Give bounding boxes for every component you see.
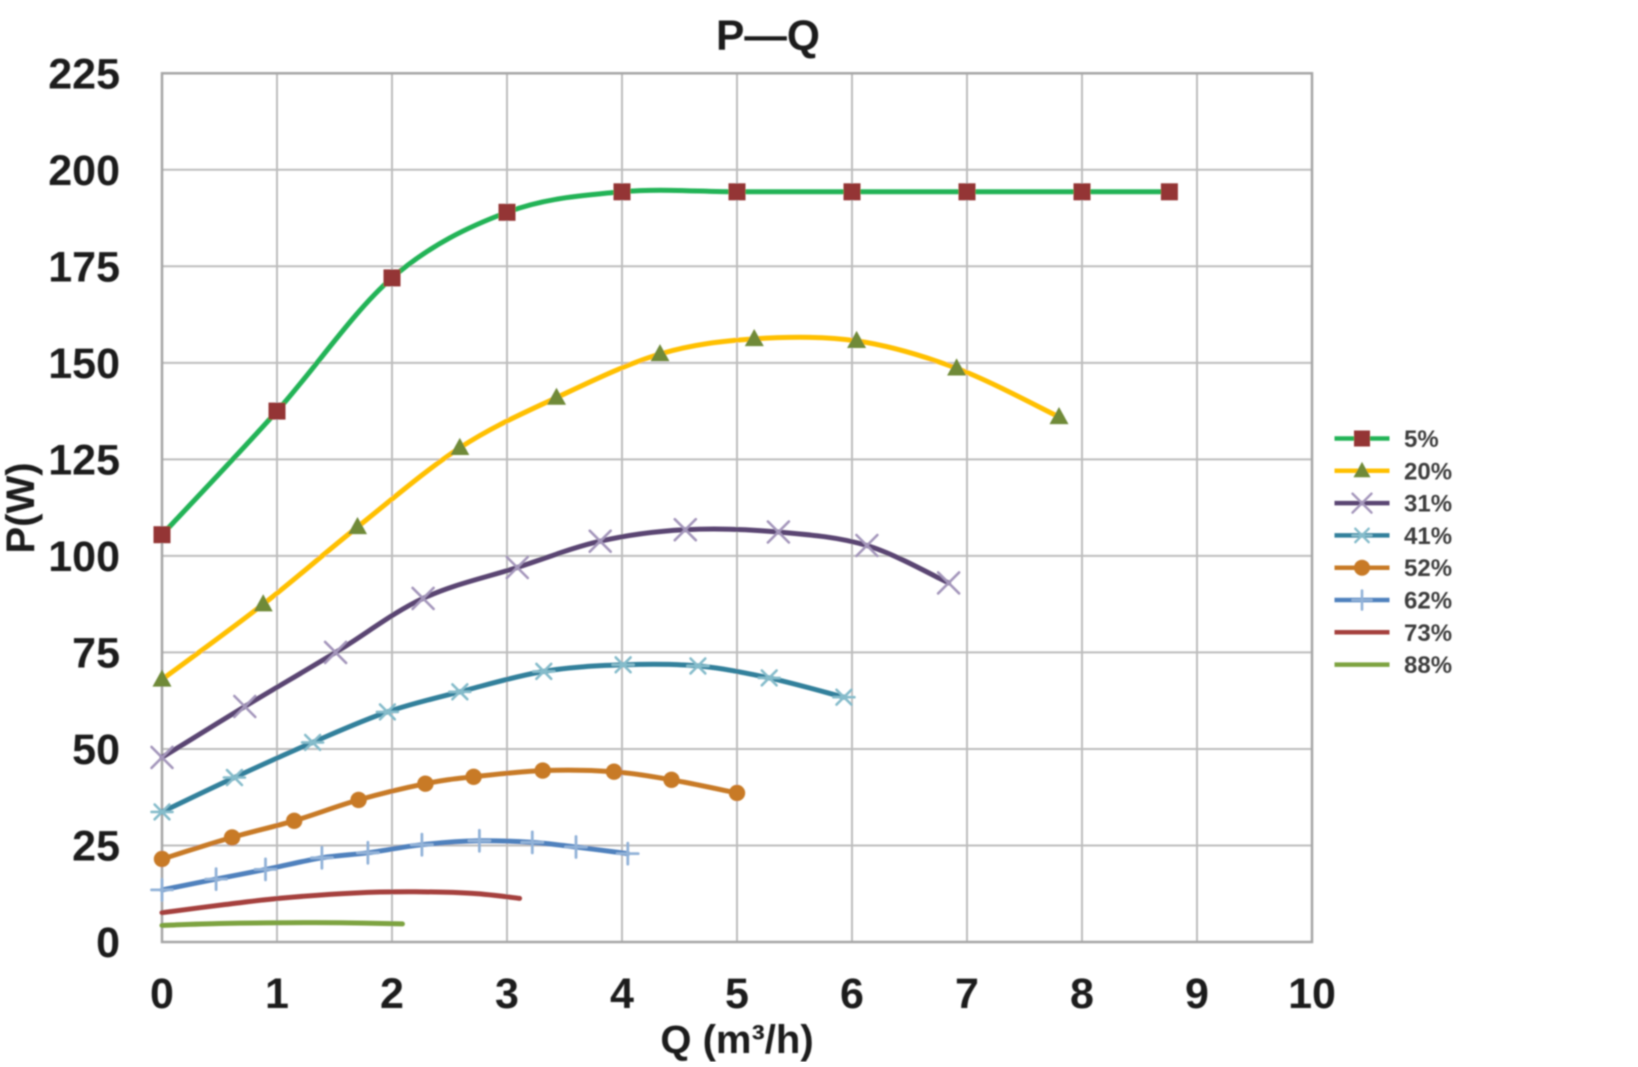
svg-text:P(W): P(W) (0, 462, 43, 553)
svg-text:0: 0 (96, 919, 120, 967)
svg-text:8: 8 (1070, 970, 1094, 1018)
svg-text:P—Q: P—Q (716, 13, 820, 60)
svg-text:6: 6 (840, 970, 864, 1018)
svg-text:62%: 62% (1404, 588, 1452, 615)
svg-text:41%: 41% (1404, 523, 1452, 550)
svg-text:31%: 31% (1404, 491, 1452, 518)
svg-text:100: 100 (48, 533, 120, 581)
svg-text:5: 5 (725, 970, 749, 1018)
svg-text:20%: 20% (1404, 458, 1452, 485)
svg-text:125: 125 (48, 436, 120, 484)
svg-text:88%: 88% (1404, 652, 1452, 679)
svg-text:150: 150 (48, 340, 120, 388)
svg-text:200: 200 (48, 147, 120, 195)
svg-text:4: 4 (610, 970, 634, 1018)
svg-text:50: 50 (72, 726, 120, 774)
svg-text:52%: 52% (1404, 555, 1452, 582)
svg-text:225: 225 (48, 50, 120, 98)
svg-text:75: 75 (72, 629, 120, 677)
svg-text:73%: 73% (1404, 620, 1452, 647)
svg-text:25: 25 (72, 823, 120, 871)
svg-text:3: 3 (495, 970, 519, 1018)
svg-text:9: 9 (1185, 970, 1209, 1018)
svg-text:5%: 5% (1404, 426, 1439, 453)
svg-text:1: 1 (265, 970, 289, 1018)
svg-text:7: 7 (955, 970, 979, 1018)
svg-text:2: 2 (380, 970, 404, 1018)
svg-text:0: 0 (150, 970, 174, 1018)
svg-text:175: 175 (48, 243, 120, 291)
svg-text:Q (m³/h): Q (m³/h) (660, 1018, 813, 1062)
svg-text:10: 10 (1288, 970, 1336, 1018)
